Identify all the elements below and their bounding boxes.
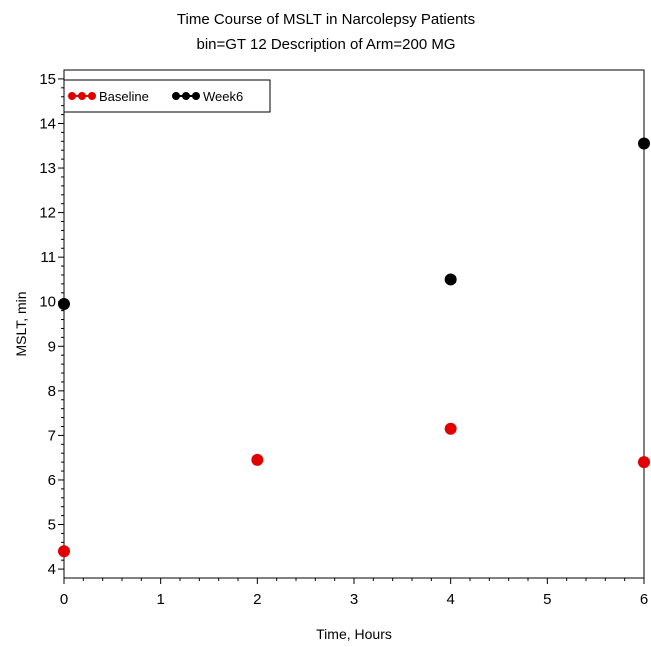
legend-marker-baseline [88,92,96,100]
baseline-point [58,545,70,558]
x-tick-label: 0 [60,591,68,608]
week6-point [638,137,650,150]
y-tick-label: 14 [39,115,56,132]
week6-point [444,273,457,286]
y-tick-label: 11 [40,249,56,266]
x-tick-label: 5 [543,591,551,608]
y-axis: 4 5 6 7 8 9 10 11 12 13 14 15 [39,71,64,578]
y-tick-label: 15 [39,71,56,88]
y-tick-label: 10 [39,294,56,311]
legend-marker-week6 [182,92,190,100]
chart-title: Time Course of MSLT in Narcolepsy Patien… [177,11,475,28]
y-tick-label: 4 [48,561,56,578]
y-axis-label: MSLT, min [13,291,29,356]
legend-marker-baseline [68,92,76,100]
x-tick-label: 2 [253,591,261,608]
data-points [58,97,650,558]
y-tick-label: 5 [48,517,56,534]
legend-label-week6: Week6 [203,89,243,104]
x-tick-label: 4 [446,591,454,608]
legend-marker-baseline [78,92,86,100]
x-tick-label: 6 [640,591,648,608]
legend-box [63,79,271,113]
x-axis-label: Time, Hours [316,626,392,642]
chart-subtitle: bin=GT 12 Description of Arm=200 MG [196,36,455,53]
y-tick-label: 6 [48,472,56,489]
x-axis: 0 1 2 3 4 5 6 [60,578,648,608]
legend-marker-week6 [192,92,200,100]
y-tick-label: 7 [48,427,56,444]
y-tick-label: 9 [48,338,56,355]
baseline-point [251,453,264,466]
y-tick-label: 8 [48,383,56,400]
x-tick-label: 1 [156,591,164,608]
baseline-point [638,456,650,469]
x-tick-label: 3 [350,591,358,608]
y-tick-label: 13 [39,160,56,177]
legend-label-baseline: Baseline [99,89,149,104]
legend: Baseline Week6 [63,79,271,113]
legend-marker-week6 [172,92,180,100]
week6-point [58,297,70,310]
plot-frame [63,69,645,579]
y-tick-label: 12 [39,205,56,222]
baseline-point [444,422,457,435]
